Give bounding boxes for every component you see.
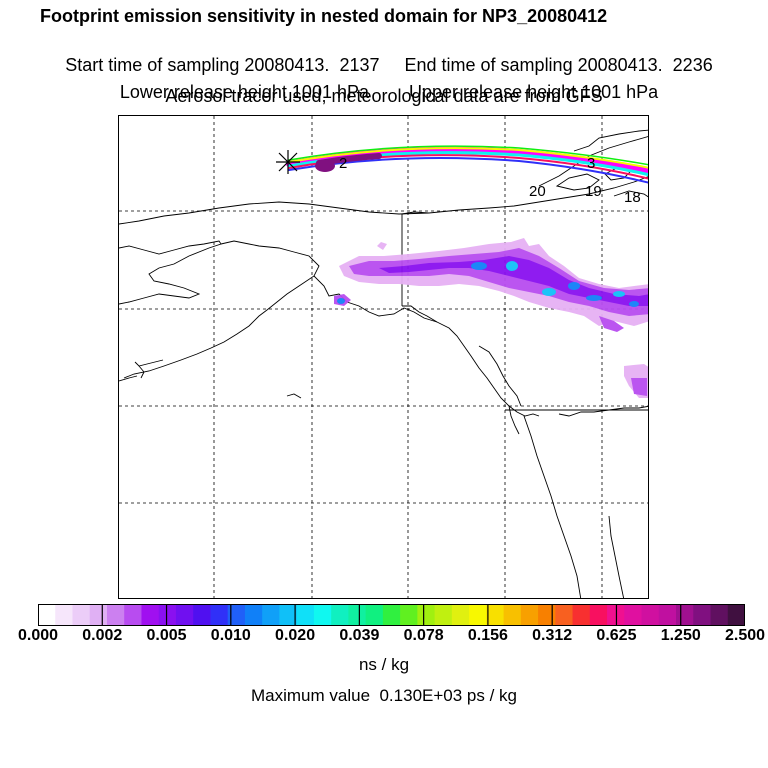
colorbar-swatch [589,604,608,626]
colorbar-swatch [503,604,522,626]
colorbar-swatch [382,604,401,626]
colorbar-swatch [641,604,660,626]
colorbar-swatch [572,604,591,626]
colorbar-tick-label: 0.625 [596,627,637,644]
colorbar-swatch [365,604,384,626]
colorbar-swatch [175,604,194,626]
colorbar-swatch [486,604,505,626]
colorbar-tick-label: 0.000 [17,627,59,644]
colorbar-tick-label: 0.005 [146,627,187,644]
map-canvas: 2 3 20 19 18 [119,116,648,598]
colorbar-tick-label: 1.250 [660,627,701,644]
colorbar-swatch [296,604,315,626]
colorbar-swatch [55,604,74,626]
footprint-plume [334,238,648,398]
colorbar-swatch [89,604,108,626]
map-title: Footprint emission sensitivity in nested… [40,6,608,26]
colorbar-swatch [727,604,745,626]
colorbar-swatch [124,604,143,626]
colorbar-swatch [676,604,694,626]
trajectory-label-20: 20 [529,183,546,200]
colorbar-swatch [710,604,729,626]
colorbar-swatch [158,604,177,626]
release-height-line: Lower release height 1001 hPa Upper rele… [0,61,768,103]
trajectory-label-2: 2 [339,155,347,172]
upper-release-label: Upper release height 1001 hPa [409,82,659,102]
colorbar-swatch [38,604,56,626]
colorbar-swatch [244,604,263,626]
colorbar-swatch [417,604,436,626]
colorbar-border [38,604,745,626]
colorbar-swatch [555,604,574,626]
colorbar-tick-label: 0.078 [403,627,444,644]
colorbar-swatch [451,604,470,626]
colorbar-swatch [106,604,125,626]
colorbar-swatch [693,604,712,626]
colorbar-units: ns / kg [358,655,410,674]
colorbar-swatch [262,604,281,626]
tracer-label: Aerosol tracer used, meteorological data… [165,86,603,106]
colorbar-swatch [279,604,298,626]
colorbar-swatch [348,604,367,626]
trajectory-band [286,145,648,184]
colorbar [38,604,745,626]
colorbar-swatch [331,604,349,626]
colorbar-tick-label: 0.010 [210,627,251,644]
colorbar-swatch [469,604,487,626]
colorbar-tick-label: 0.002 [82,627,123,644]
colorbar-swatch [193,604,212,626]
colorbar-tick-label: 0.312 [532,627,573,644]
coastlines [119,129,648,598]
trajectory-label-3: 3 [587,155,595,172]
colorbar-swatch [520,604,539,626]
colorbar-swatch [434,604,453,626]
colorbar-tick-label: 0.020 [275,627,316,644]
sampling-time-line: Start time of sampling 20080413. 2137 En… [0,34,768,76]
trajectory-label-19: 19 [585,183,602,200]
trajectory-label-18: 18 [624,189,641,206]
end-time-label: End time of sampling 20080413. 2236 [404,55,713,75]
colorbar-swatch [313,604,332,626]
colorbar-swatch [227,604,246,626]
max-value-label: Maximum value 0.130E+03 ps / kg [251,686,517,705]
colorbar-swatch [210,604,229,626]
colorbar-swatch [400,604,418,626]
colorbar-tick-label: 0.039 [339,627,380,644]
colorbar-swatch [141,604,160,626]
colorbar-swatch [72,604,91,626]
colorbar-tick-label: 0.156 [467,627,508,644]
release-site-marker [276,150,300,174]
start-time-label: Start time of sampling 20080413. 2137 [65,55,380,75]
map-frame: 2 3 20 19 18 [118,115,649,599]
lower-release-label: Lower release height 1001 hPa [119,82,369,102]
colorbar-swatch [538,604,556,626]
colorbar-swatch [624,604,643,626]
grid-lines [119,116,648,598]
colorbar-swatch [658,604,677,626]
colorbar-tick-label: 2.500 [724,627,766,644]
